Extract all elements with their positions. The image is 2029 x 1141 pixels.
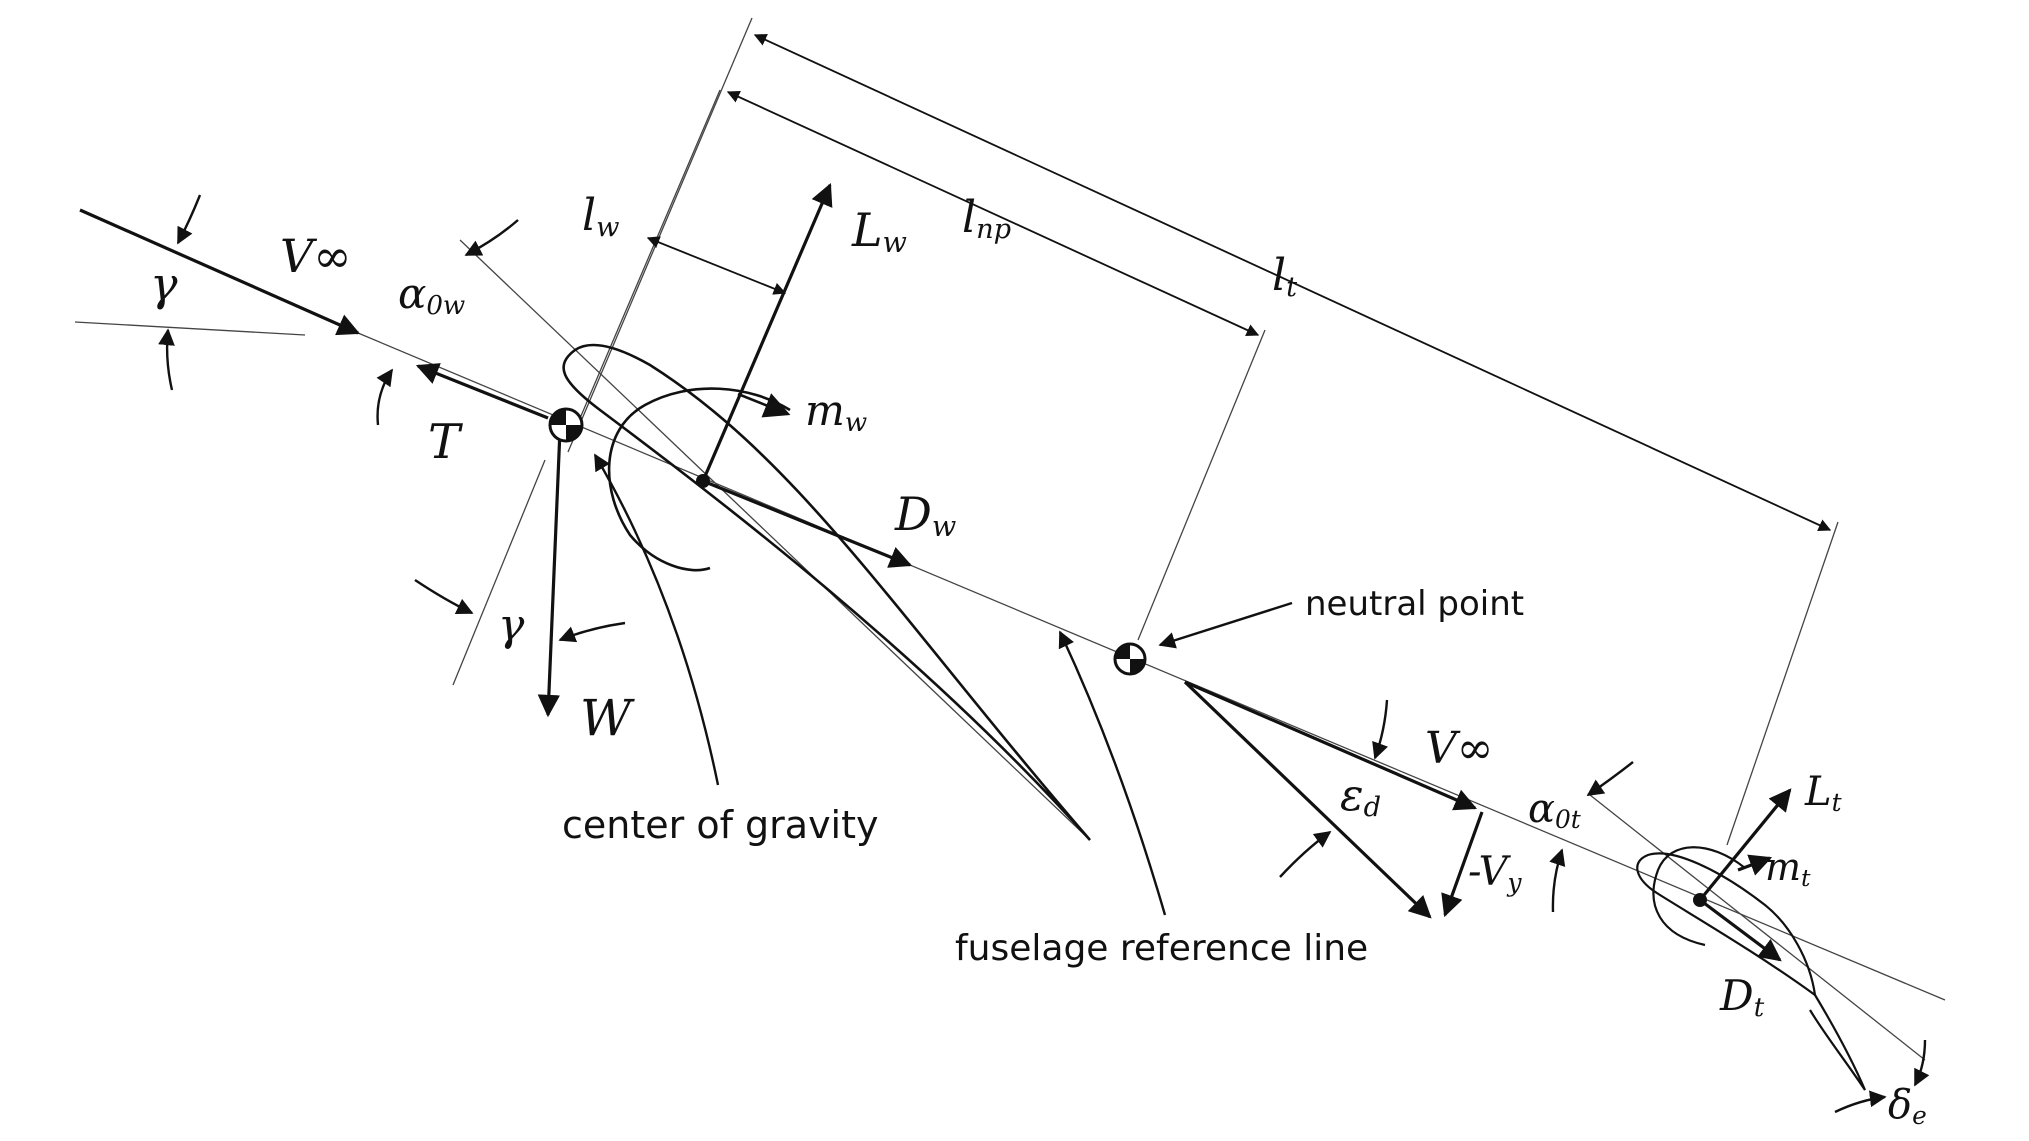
- dimension-l-np-line: [726, 90, 1260, 337]
- annotation-fuselage-reference-line: fuselage reference line: [955, 928, 1368, 969]
- center-of-gravity-symbol: [548, 407, 584, 443]
- wing-lift-arrow: [701, 182, 833, 482]
- v-inf-rear-pointer: [1372, 699, 1389, 760]
- label-l-w: lw: [582, 190, 619, 243]
- downwash-velocity-arrow: [1183, 680, 1432, 919]
- negative-vy-arrow: [1441, 811, 1484, 918]
- center-of-gravity-fill-lower: [566, 425, 582, 441]
- label-delta-e: δe: [1888, 1082, 1927, 1130]
- label-gamma-top: γ: [150, 257, 178, 311]
- label-drag-t: Dt: [1719, 971, 1765, 1023]
- elevator-outline: [1809, 994, 1867, 1091]
- force-arrows: [79, 182, 1792, 962]
- horizontal-reference-line: [74, 321, 306, 336]
- gamma-bottom-right-pointer: [558, 621, 626, 643]
- reference-lines: [74, 17, 1946, 1061]
- label-l-t: lt: [1272, 250, 1297, 303]
- tail-airfoil-outline: [1636, 852, 1817, 998]
- freestream-velocity-rear-arrow: [1184, 680, 1478, 811]
- delta-e-upper-pointer: [1913, 1039, 1930, 1087]
- tail-moment-arrow: [1737, 854, 1773, 876]
- annotation-labels: neutral point center of gravity fuselage…: [562, 584, 1524, 969]
- thrust-arrow: [415, 363, 549, 420]
- annotation-neutral-point: neutral point: [1305, 584, 1524, 624]
- alpha-0t-lower-pointer: [1549, 848, 1566, 913]
- annotation-center-of-gravity: center of gravity: [562, 803, 879, 847]
- label-weight: W: [580, 689, 635, 747]
- label-negative-vy: -Vy: [1468, 849, 1523, 897]
- center-of-gravity-fill-upper: [550, 409, 566, 425]
- label-lift-t: Lt: [1804, 769, 1842, 817]
- label-v-inf-rear: V∞: [1425, 723, 1493, 774]
- wing-ref-extension-line-2: [574, 89, 721, 431]
- alpha-0w-upper-pointer: [464, 219, 519, 257]
- wing-airfoil-outline: [562, 343, 1091, 841]
- dimension-l-w-line: [646, 236, 787, 295]
- label-alpha-0w: α0w: [398, 269, 465, 321]
- tail-extension-line: [1726, 521, 1839, 846]
- tail-airfoil: [1636, 846, 1867, 1091]
- neutral-point-extension-line: [1137, 329, 1266, 641]
- gamma-top-upper-pointer: [176, 194, 202, 245]
- tail-moment-arc: [1652, 846, 1746, 947]
- label-l-np: lnp: [962, 192, 1011, 245]
- tail-aerodynamic-center-dot: [1693, 893, 1707, 907]
- weight-arrow: [537, 429, 562, 718]
- center-of-gravity-pointer: [593, 453, 720, 786]
- neutral-point-symbol: [1113, 642, 1147, 676]
- fuselage-reference-line: [357, 332, 1946, 1001]
- dimension-lines: [646, 34, 1832, 531]
- wing-moment-arc: [607, 387, 791, 572]
- freestream-velocity-front-arrow: [79, 208, 361, 336]
- gamma-bottom-left-pointer: [414, 579, 474, 615]
- tail-drag-arrow: [1699, 898, 1782, 962]
- epsilon-pointer: [1279, 831, 1332, 878]
- weight-perpendicular-line: [452, 459, 546, 686]
- neutral-point-fill-upper: [1115, 644, 1130, 659]
- label-v-inf-front: V∞: [280, 229, 352, 283]
- label-m-w: mw: [805, 386, 867, 438]
- wing-ref-extension-line: [567, 17, 753, 453]
- neutral-point-pointer: [1158, 601, 1293, 649]
- neutral-point-fill-lower: [1130, 659, 1145, 674]
- label-thrust: T: [428, 414, 463, 470]
- wing-airfoil: [562, 343, 1091, 841]
- label-drag-w: Dw: [894, 487, 956, 543]
- alpha-0w-pointer: [376, 368, 393, 426]
- delta-e-lower-pointer: [1834, 1090, 1887, 1114]
- fuselage-reference-line-pointer: [1058, 630, 1167, 916]
- label-epsilon-d: εd: [1340, 770, 1381, 823]
- tail-chord-line: [1589, 794, 1926, 1061]
- wing-drag-arrow: [702, 479, 913, 568]
- wing-chord-line: [459, 239, 1091, 841]
- label-lift-w: Lw: [851, 203, 907, 259]
- label-m-t: mt: [1765, 845, 1811, 892]
- wing-aerodynamic-center-dot: [696, 474, 710, 488]
- wing-moment-arrow: [737, 392, 791, 418]
- gamma-top-lower-pointer: [158, 328, 175, 391]
- angle-pointer-arrows: [158, 194, 1930, 1114]
- tail-lift-arrow: [1698, 788, 1792, 902]
- label-gamma-bottom: γ: [498, 600, 525, 651]
- symbol-labels: γ V∞ α0w T γ W lw Lw lnp lt mw Dw V∞ εd …: [150, 190, 1927, 1130]
- label-alpha-0t: α0t: [1528, 786, 1581, 834]
- alpha-0t-upper-pointer: [1586, 761, 1634, 796]
